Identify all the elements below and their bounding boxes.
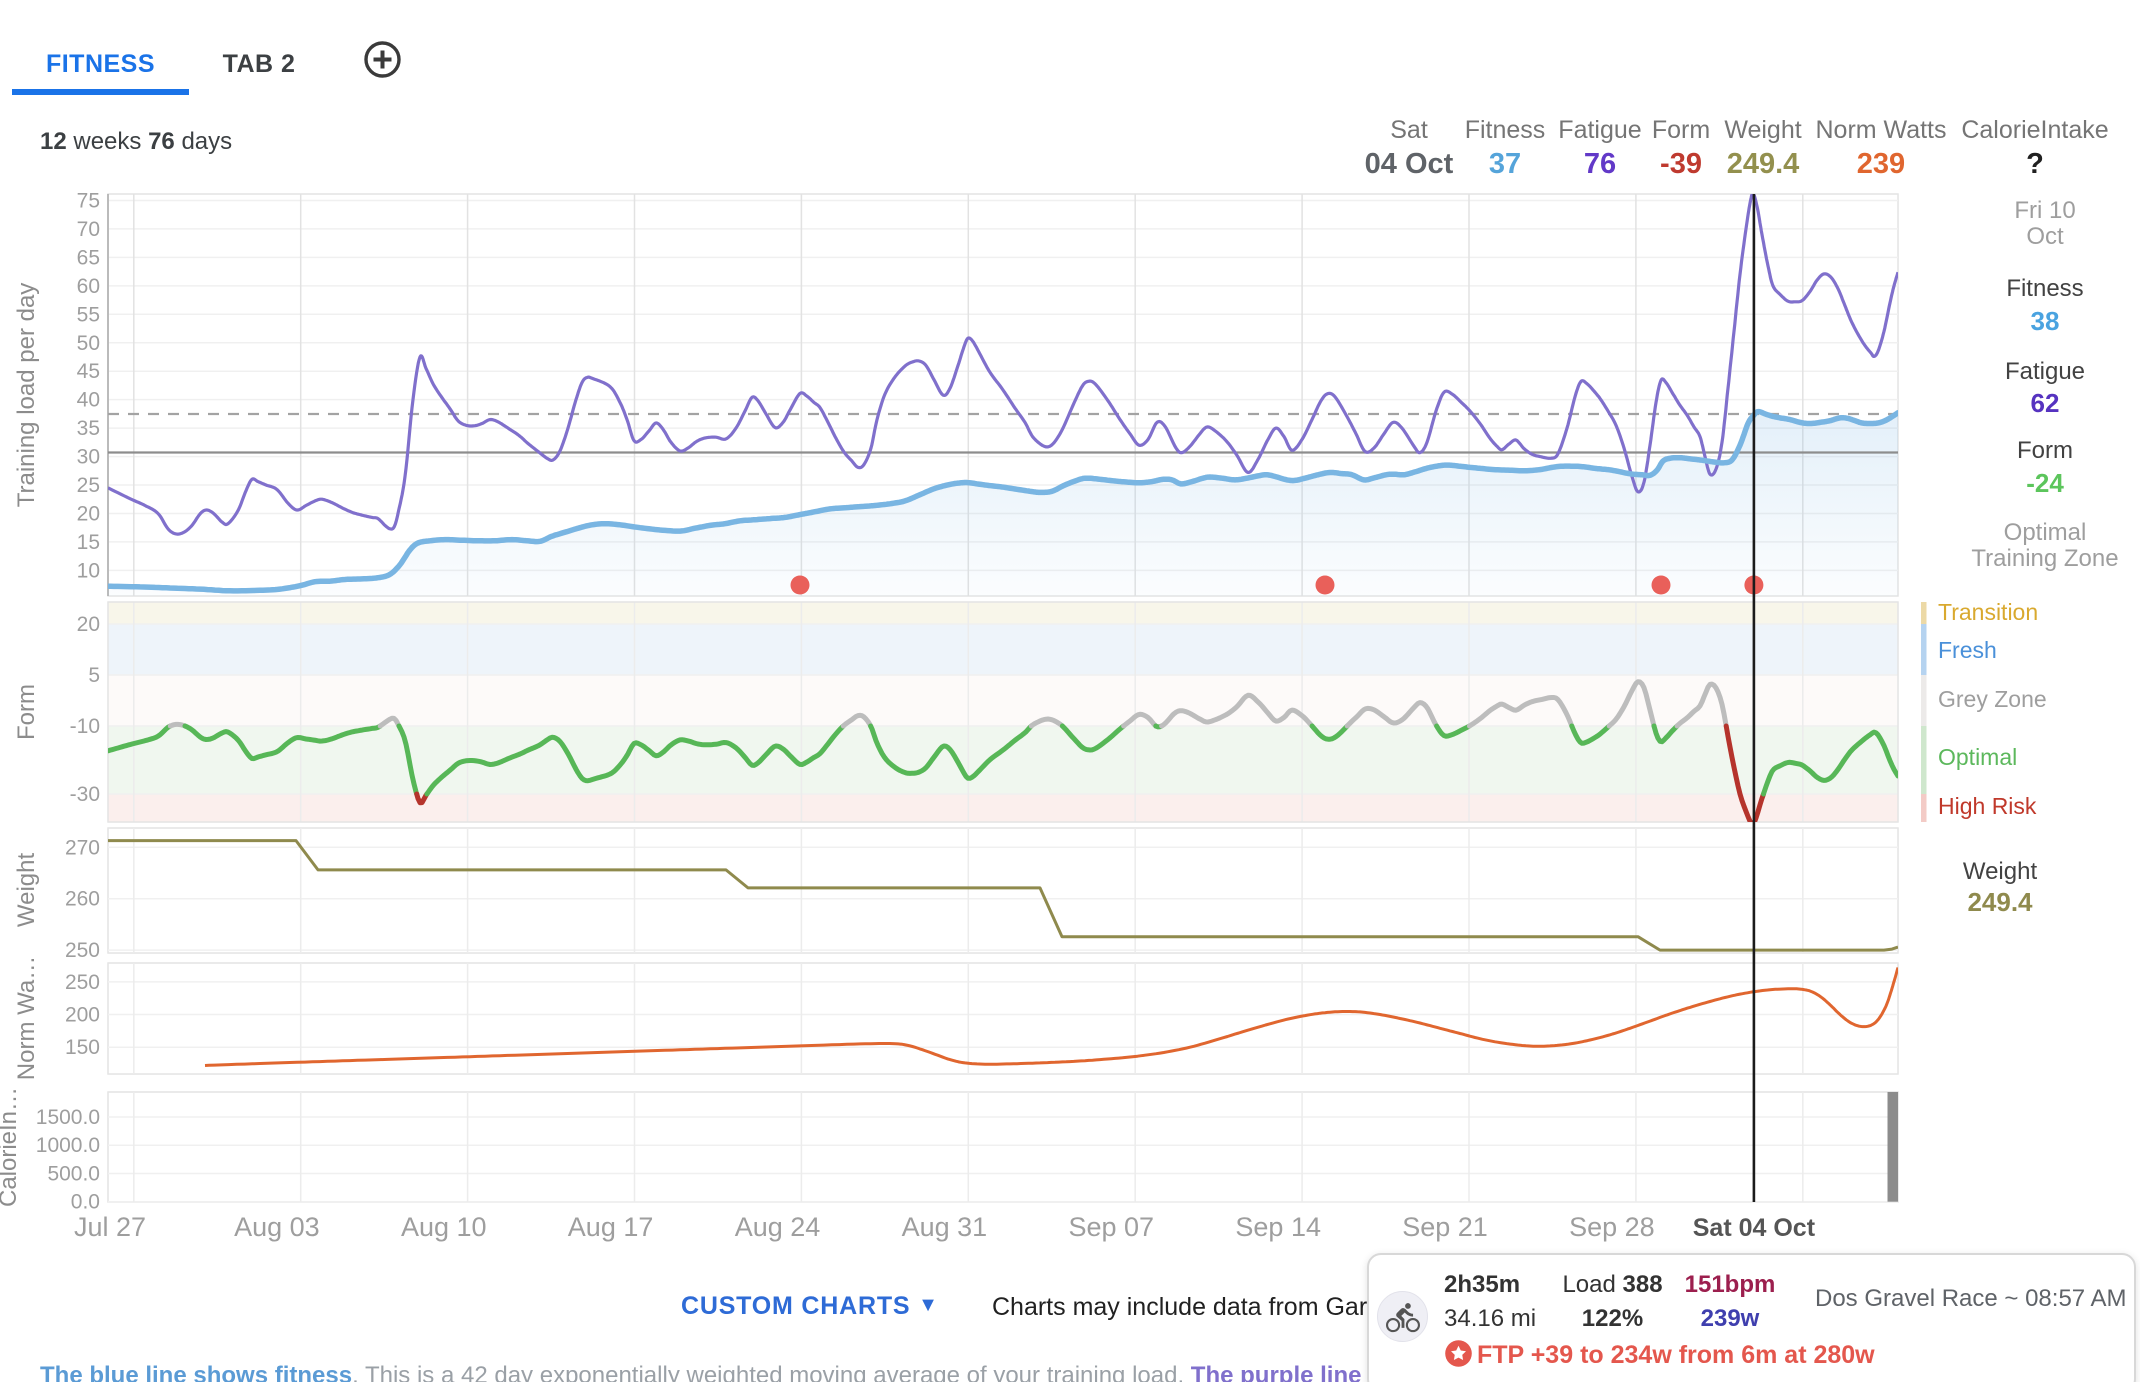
svg-text:-10: -10 <box>70 715 100 738</box>
svg-text:55: 55 <box>77 303 100 326</box>
svg-text:Optimal: Optimal <box>2004 519 2087 546</box>
svg-text:Weight: Weight <box>1963 858 2038 885</box>
svg-text:5: 5 <box>88 664 100 687</box>
svg-text:75: 75 <box>77 190 100 213</box>
svg-text:-24: -24 <box>2026 468 2064 498</box>
svg-text:30: 30 <box>77 446 100 469</box>
svg-text:High Risk: High Risk <box>1938 793 2037 819</box>
svg-text:38: 38 <box>2031 306 2060 336</box>
svg-text:250: 250 <box>65 971 100 994</box>
svg-text:Fri 10: Fri 10 <box>2014 197 2075 224</box>
svg-text:-30: -30 <box>70 783 100 806</box>
svg-text:60: 60 <box>77 275 100 298</box>
svg-text:35: 35 <box>77 417 100 440</box>
svg-text:15: 15 <box>77 531 100 554</box>
svg-text:Weight: Weight <box>13 853 40 928</box>
svg-text:Sep 14: Sep 14 <box>1235 1212 1321 1242</box>
svg-text:Grey Zone: Grey Zone <box>1938 686 2047 712</box>
svg-text:Fitness: Fitness <box>2006 275 2083 302</box>
svg-text:25: 25 <box>77 474 100 497</box>
svg-text:20: 20 <box>77 613 100 636</box>
svg-text:Fresh: Fresh <box>1938 637 1997 663</box>
svg-text:Aug 10: Aug 10 <box>401 1212 487 1242</box>
svg-text:1000.0: 1000.0 <box>36 1134 100 1157</box>
svg-text:Aug 03: Aug 03 <box>234 1212 320 1242</box>
svg-text:250: 250 <box>65 939 100 962</box>
svg-text:62: 62 <box>2031 388 2060 418</box>
svg-text:Form: Form <box>13 684 40 740</box>
svg-text:Form: Form <box>2017 437 2073 464</box>
svg-text:Training load per day: Training load per day <box>13 283 40 508</box>
svg-text:Aug 31: Aug 31 <box>902 1212 988 1242</box>
svg-text:20: 20 <box>77 503 100 526</box>
svg-text:150: 150 <box>65 1036 100 1059</box>
svg-text:Sat 04 Oct: Sat 04 Oct <box>1693 1214 1816 1242</box>
svg-text:270: 270 <box>65 836 100 859</box>
svg-text:65: 65 <box>77 246 100 269</box>
svg-text:0.0: 0.0 <box>71 1191 100 1214</box>
svg-text:10: 10 <box>77 559 100 582</box>
svg-text:70: 70 <box>77 218 100 241</box>
svg-text:40: 40 <box>77 389 100 412</box>
svg-text:249.4: 249.4 <box>1967 887 2033 917</box>
svg-text:Aug 17: Aug 17 <box>568 1212 654 1242</box>
svg-text:260: 260 <box>65 888 100 911</box>
svg-text:Sep 07: Sep 07 <box>1069 1212 1155 1242</box>
svg-text:Transition: Transition <box>1938 599 2038 625</box>
svg-text:Fatigue: Fatigue <box>2005 358 2085 385</box>
svg-text:CalorieIn…: CalorieIn… <box>0 1087 22 1207</box>
svg-text:Optimal: Optimal <box>1938 744 2017 770</box>
svg-text:Oct: Oct <box>2026 223 2064 250</box>
svg-text:1500.0: 1500.0 <box>36 1106 100 1129</box>
svg-text:Sep 21: Sep 21 <box>1402 1212 1488 1242</box>
svg-text:500.0: 500.0 <box>47 1163 100 1186</box>
svg-text:Training Zone: Training Zone <box>1971 545 2118 572</box>
svg-text:50: 50 <box>77 332 100 355</box>
svg-text:Aug 24: Aug 24 <box>735 1212 821 1242</box>
svg-text:Norm Wa…: Norm Wa… <box>13 956 40 1080</box>
svg-text:Jul 27: Jul 27 <box>74 1212 146 1242</box>
svg-text:Sep 28: Sep 28 <box>1569 1212 1655 1242</box>
svg-text:200: 200 <box>65 1004 100 1027</box>
svg-text:45: 45 <box>77 360 100 383</box>
